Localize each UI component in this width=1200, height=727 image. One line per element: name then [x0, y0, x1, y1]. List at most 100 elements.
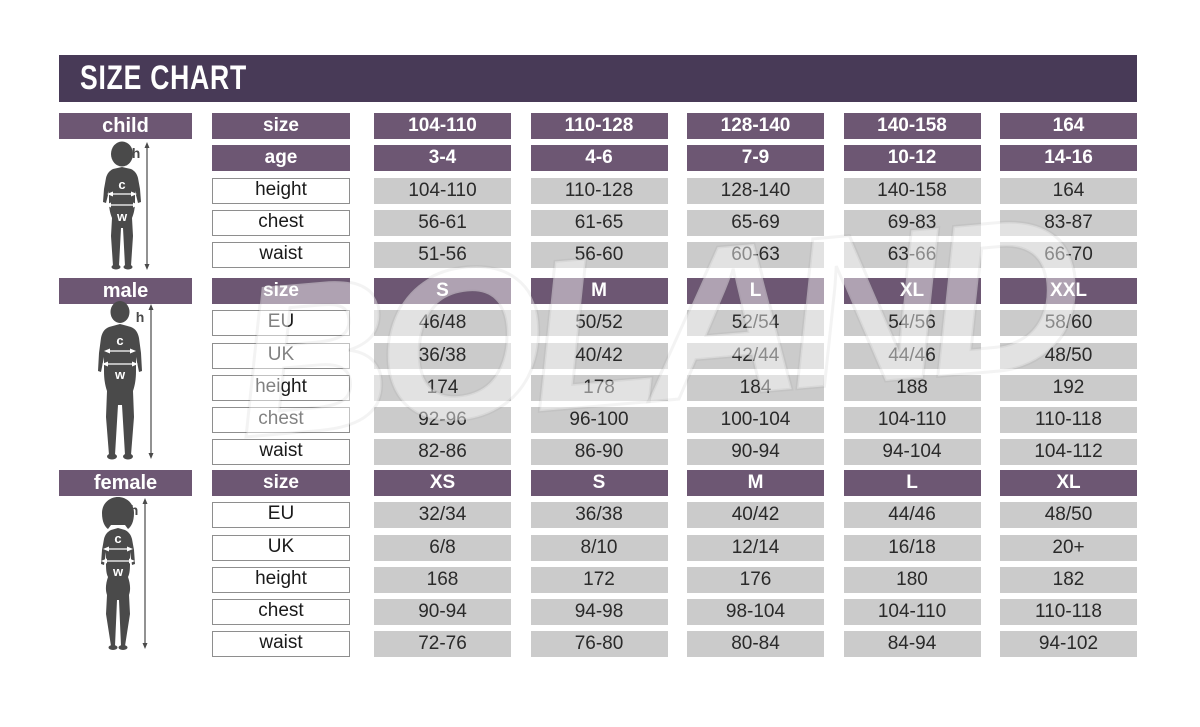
child-row-label: waist	[212, 242, 350, 269]
header-cell: 128-140	[687, 113, 824, 139]
waist-label: w	[112, 564, 124, 579]
child-head	[111, 141, 133, 167]
male-size-table: size S M L XL XXL EU 46/48 50/52 52/54 54/56 58/60 U…	[212, 278, 1142, 472]
waist-label: w	[114, 367, 126, 382]
value-cell: 176	[687, 566, 824, 593]
value-cell: 46/48	[374, 310, 511, 337]
male-row-label: chest	[212, 407, 350, 434]
female-row-label: UK	[212, 534, 350, 561]
header-cell: XL	[1000, 470, 1137, 496]
chest-arrow	[107, 191, 137, 197]
value-cell: 63-66	[843, 242, 981, 269]
female-row-label: EU	[212, 502, 350, 529]
value-cell: 69-83	[843, 209, 981, 236]
male-row-size: size S M L XL XXL	[212, 278, 1142, 304]
section-label-child: child	[59, 113, 192, 139]
male-row-waist: waist 82-86 86-90 90-94 94-104 104-112	[212, 439, 1142, 466]
female-row-UK: UK 6/8 8/10 12/14 16/18 20+	[212, 534, 1142, 561]
header-cell: 3-4	[374, 145, 511, 172]
child-row-label: size	[212, 113, 350, 139]
male-foot	[123, 453, 133, 460]
child-row-label: age	[212, 145, 350, 172]
male-row-label: EU	[212, 310, 350, 337]
height-label: h	[132, 145, 141, 161]
value-cell: 104-110	[843, 599, 981, 626]
page-title: SIZE CHART	[80, 59, 247, 97]
title-bar: SIZE CHART	[59, 55, 1137, 102]
value-cell: 51-56	[374, 242, 511, 269]
female-row-label: chest	[212, 599, 350, 626]
value-cell: 104-110	[843, 407, 981, 434]
value-cell: 8/10	[530, 534, 668, 561]
height-arrow	[142, 498, 148, 649]
female-row-EU: EU 32/34 36/38 40/42 44/46 48/50	[212, 502, 1142, 529]
waist-arrow	[102, 361, 138, 367]
value-cell: 54/56	[843, 310, 981, 337]
value-cell: 96-100	[530, 407, 668, 434]
female-row-label: height	[212, 566, 350, 593]
waist-arrow	[105, 202, 139, 208]
female-row-size: size XS S M L XL	[212, 470, 1142, 496]
male-foot	[107, 453, 117, 460]
value-cell: 44/46	[843, 342, 981, 369]
value-cell: 36/38	[374, 342, 511, 369]
child-size-table: size 104-110 110-128 128-140 140-158 164 age 3-…	[212, 113, 1142, 274]
male-row-EU: EU 46/48 50/52 52/54 54/56 58/60	[212, 310, 1142, 337]
header-cell: 104-110	[374, 113, 511, 139]
value-cell: 72-76	[374, 631, 511, 658]
value-cell: 80-84	[687, 631, 824, 658]
female-row-waist: waist 72-76 76-80 80-84 84-94 94-102	[212, 631, 1142, 658]
female-silhouette: h c w	[101, 497, 148, 650]
section-label-female: female	[59, 470, 192, 496]
value-cell: 60-63	[687, 242, 824, 269]
value-cell: 56-61	[374, 209, 511, 236]
height-label: h	[130, 502, 139, 518]
header-cell: M	[687, 470, 824, 496]
value-cell: 110-118	[1000, 599, 1137, 626]
header-cell: XL	[843, 278, 981, 304]
value-cell: 164	[1000, 177, 1137, 204]
value-cell: 40/42	[687, 502, 824, 529]
child-row-chest: chest 56-61 61-65 65-69 69-83 83-87	[212, 209, 1142, 236]
value-cell: 110-118	[1000, 407, 1137, 434]
value-cell: 168	[374, 566, 511, 593]
value-cell: 100-104	[687, 407, 824, 434]
value-cell: 76-80	[530, 631, 668, 658]
value-cell: 94-98	[530, 599, 668, 626]
waist-label: w	[116, 209, 128, 224]
male-row-label: waist	[212, 439, 350, 466]
height-arrow	[144, 142, 150, 270]
value-cell: 48/50	[1000, 342, 1137, 369]
header-cell: L	[687, 278, 824, 304]
header-cell: S	[374, 278, 511, 304]
female-foot	[118, 645, 128, 650]
header-cell: 110-128	[530, 113, 668, 139]
male-silhouette: h c w	[98, 301, 154, 460]
header-cell: 4-6	[530, 145, 668, 172]
header-cell: 164	[1000, 113, 1137, 139]
value-cell: 16/18	[843, 534, 981, 561]
chest-label: c	[118, 177, 125, 192]
value-cell: 44/46	[843, 502, 981, 529]
chest-label: c	[114, 531, 121, 546]
value-cell: 65-69	[687, 209, 824, 236]
value-cell: 92-96	[374, 407, 511, 434]
value-cell: 40/42	[530, 342, 668, 369]
value-cell: 12/14	[687, 534, 824, 561]
value-cell: 52/54	[687, 310, 824, 337]
value-cell: 110-128	[530, 177, 668, 204]
header-cell: 10-12	[843, 145, 981, 172]
value-cell: 172	[530, 566, 668, 593]
value-cell: 82-86	[374, 439, 511, 466]
male-row-label: height	[212, 374, 350, 401]
value-cell: 182	[1000, 566, 1137, 593]
value-cell: 42/44	[687, 342, 824, 369]
child-row-age: age 3-4 4-6 7-9 10-12 14-16	[212, 145, 1142, 172]
child-row-label: height	[212, 177, 350, 204]
value-cell: 90-94	[687, 439, 824, 466]
child-row-waist: waist 51-56 56-60 60-63 63-66 66-70	[212, 242, 1142, 269]
chest-label: c	[116, 333, 123, 348]
female-foot	[108, 645, 118, 650]
female-row-height: height 168 172 176 180 182	[212, 566, 1142, 593]
value-cell: 178	[530, 374, 668, 401]
